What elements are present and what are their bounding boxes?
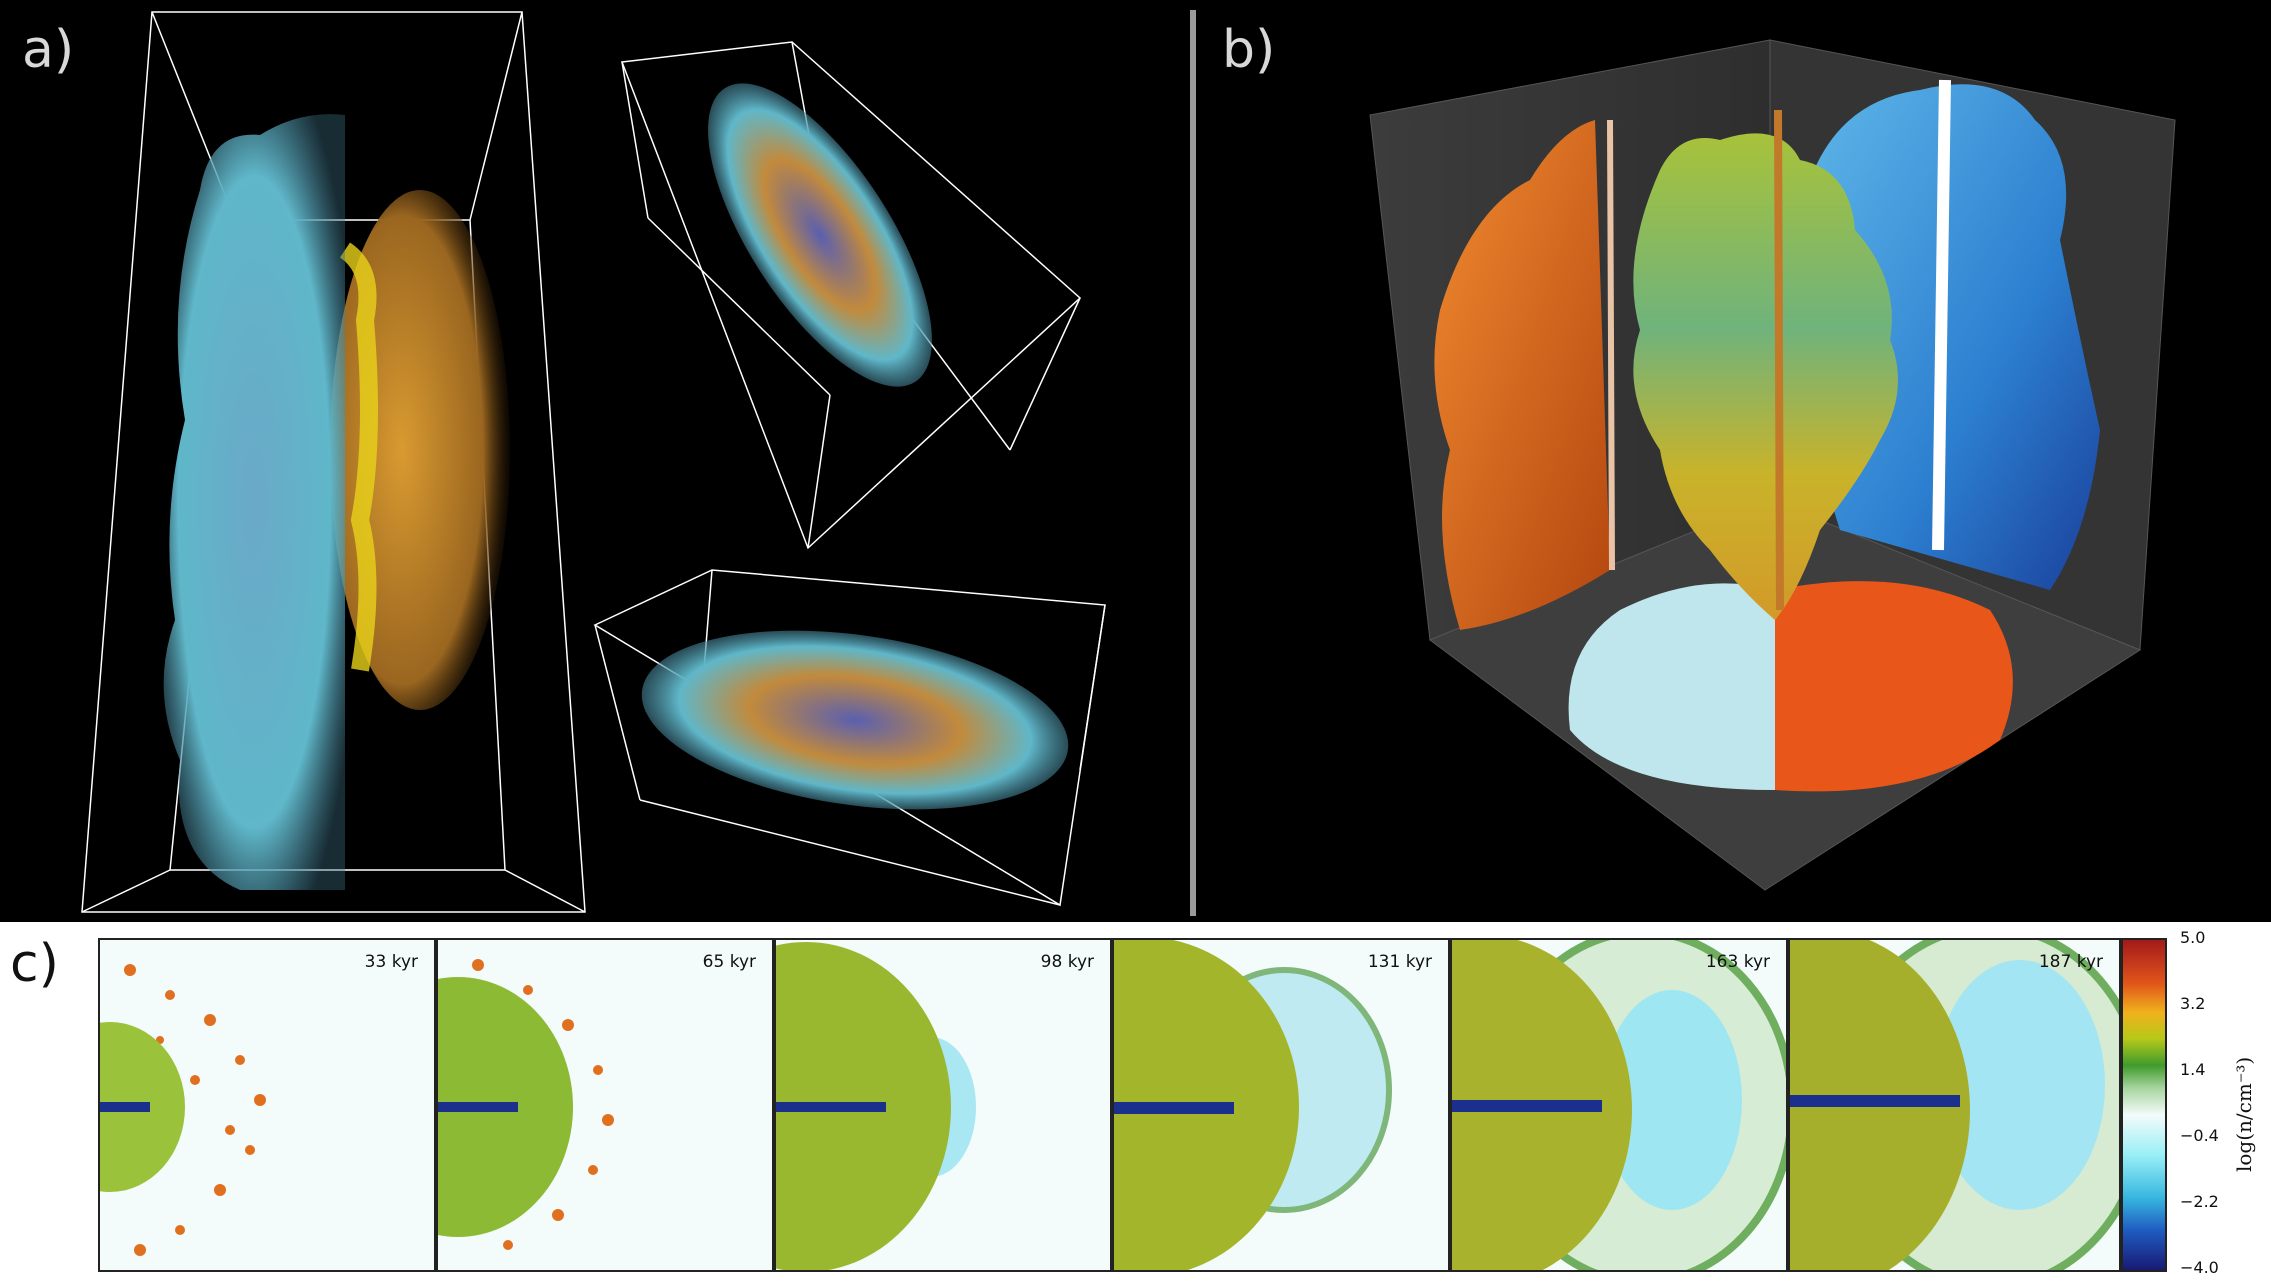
frame-4: 131 kyr xyxy=(1112,938,1450,1272)
frame-5: 163 kyr xyxy=(1450,938,1788,1272)
colorbar-label: log(n/cm⁻³) xyxy=(2232,1056,2256,1172)
time-sequence-strip: c) 33 kyr 65 kyr xyxy=(0,922,2271,1282)
left-wall-projection xyxy=(1434,120,1610,630)
frame-3: 98 kyr xyxy=(774,938,1112,1272)
frame-3-time: 98 kyr xyxy=(1040,952,1094,972)
frame-1: 33 kyr xyxy=(98,938,436,1272)
cyan-cloud xyxy=(163,114,345,890)
central-plume xyxy=(1633,133,1898,620)
top-panel: a) b) xyxy=(0,0,2271,922)
tilted-cloud xyxy=(708,83,932,387)
bottom-box-rendering xyxy=(593,569,1106,907)
panel-a-label: a) xyxy=(22,20,75,80)
colorbar-tick-0: 5.0 xyxy=(2180,928,2206,947)
colorbar-tick-1: 3.2 xyxy=(2180,994,2206,1013)
frame-6-time: 187 kyr xyxy=(2038,952,2103,972)
colorbar xyxy=(2121,938,2167,1272)
panel-b-label: b) xyxy=(1222,20,1276,80)
colorbar-tick-2: 1.4 xyxy=(2180,1060,2206,1079)
panel-b-projection-box xyxy=(1369,39,2176,891)
panel-a-renderings xyxy=(81,11,1106,913)
right-wall-projection xyxy=(1806,84,2100,591)
frame-6: 187 kyr xyxy=(1788,938,2121,1272)
frame-1-time: 33 kyr xyxy=(364,952,418,972)
horizontal-cloud xyxy=(641,630,1069,810)
frame-2: 65 kyr xyxy=(436,938,774,1272)
floor-projection-cool xyxy=(1568,583,1775,790)
panel-divider xyxy=(1190,10,1196,916)
frame-2-time: 65 kyr xyxy=(702,952,756,972)
colorbar-tick-3: −0.4 xyxy=(2180,1126,2219,1145)
floor-projection-warm xyxy=(1775,581,2013,792)
frame-5-time: 163 kyr xyxy=(1705,952,1770,972)
frame-4-time: 131 kyr xyxy=(1367,952,1432,972)
panel-c-label: c) xyxy=(10,934,59,994)
colorbar-tick-5: −4.0 xyxy=(2180,1258,2219,1277)
colorbar-tick-4: −2.2 xyxy=(2180,1192,2219,1211)
